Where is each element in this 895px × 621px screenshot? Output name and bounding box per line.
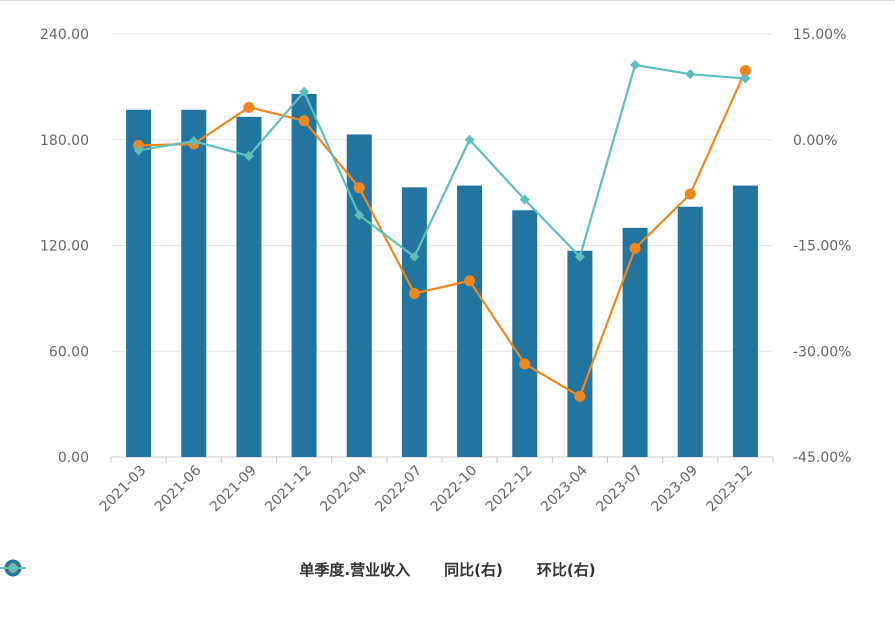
qoq-point — [354, 210, 365, 221]
qoq-point — [188, 136, 199, 147]
x-tick-label: 2021-06 — [152, 462, 205, 515]
qoq-point — [740, 73, 751, 84]
qoq-point — [574, 251, 585, 262]
x-tick-label: 2023-09 — [648, 463, 701, 516]
qoq-point — [464, 134, 475, 145]
qoq-point — [519, 194, 530, 205]
yoy-point — [629, 242, 641, 254]
x-tick-label: 2022-07 — [373, 463, 426, 516]
y-right-tick-label: 0.00% — [793, 133, 837, 149]
yoy-point — [464, 275, 476, 287]
revenue-bar — [236, 116, 262, 458]
yoy-point — [574, 390, 586, 402]
legend-item-revenue[interactable]: 单季度.营业收入 — [4, 559, 411, 580]
yoy-point — [684, 188, 696, 200]
x-tick-label: 2023-07 — [593, 463, 646, 516]
legend-line-diamond-icon — [0, 562, 26, 574]
yoy-point — [243, 101, 255, 113]
qoq-point — [299, 86, 310, 97]
y-left-tick-label: 120.00 — [40, 239, 89, 255]
yoy-point — [519, 358, 531, 370]
qoq-point — [630, 60, 641, 71]
legend-label-yoy: 同比(右) — [444, 561, 503, 579]
qoq-point — [685, 69, 696, 80]
revenue-bar — [677, 206, 703, 457]
revenue-bar — [181, 109, 207, 457]
x-tick-label: 2023-12 — [704, 463, 757, 516]
x-tick-label: 2022-12 — [483, 463, 536, 516]
x-tick-label: 2023-04 — [538, 462, 591, 515]
x-tick-label: 2022-10 — [428, 463, 481, 516]
revenue-bar — [512, 210, 538, 457]
yoy-point — [408, 287, 420, 299]
y-right-tick-label: -30.00% — [793, 344, 851, 360]
y-left-tick-label: 240.00 — [40, 27, 89, 43]
revenue-bar — [622, 227, 648, 457]
revenue-bar — [732, 185, 758, 457]
revenue-bar — [291, 93, 317, 458]
yoy-point — [298, 115, 310, 127]
y-right-tick-label: -45.00% — [793, 450, 851, 466]
yoy-point — [353, 182, 365, 194]
legend-label-revenue: 单季度.营业收入 — [299, 561, 411, 579]
revenue-bar — [126, 109, 152, 457]
yoy-point — [739, 65, 751, 77]
y-left-tick-label: 180.00 — [40, 133, 89, 149]
legend-item-qoq[interactable]: 环比(右) — [0, 559, 596, 580]
revenue-bar — [401, 187, 427, 457]
qoq-line — [138, 63, 746, 259]
legend: 单季度.营业收入 同比(右) 环比(右) — [0, 559, 895, 580]
chart-plot-area: 0.00 -45.00% 60.00 -30.00% 120.00 -15.00% 180.… — [40, 27, 851, 516]
y-left-tick-label: 0.00 — [58, 450, 89, 466]
qoq-point — [133, 145, 144, 156]
revenue-bar — [457, 185, 483, 457]
yoy-line — [138, 70, 747, 398]
revenue-bar — [567, 250, 593, 457]
y-right-tick-label: -15.00% — [793, 239, 851, 255]
qoq-point — [409, 251, 420, 262]
y-right-tick-label: 15.00% — [793, 27, 846, 43]
qoq-point — [243, 150, 254, 161]
x-tick-label: 2021-12 — [262, 463, 315, 516]
legend-item-yoy[interactable]: 同比(右) — [0, 559, 503, 580]
y-left-tick-label: 60.00 — [49, 344, 89, 360]
x-tick-label: 2021-09 — [207, 463, 260, 516]
legend-label-qoq: 环比(右) — [536, 561, 596, 579]
x-tick-label: 2022-04 — [317, 462, 370, 515]
x-tick-label: 2021-03 — [97, 463, 150, 516]
